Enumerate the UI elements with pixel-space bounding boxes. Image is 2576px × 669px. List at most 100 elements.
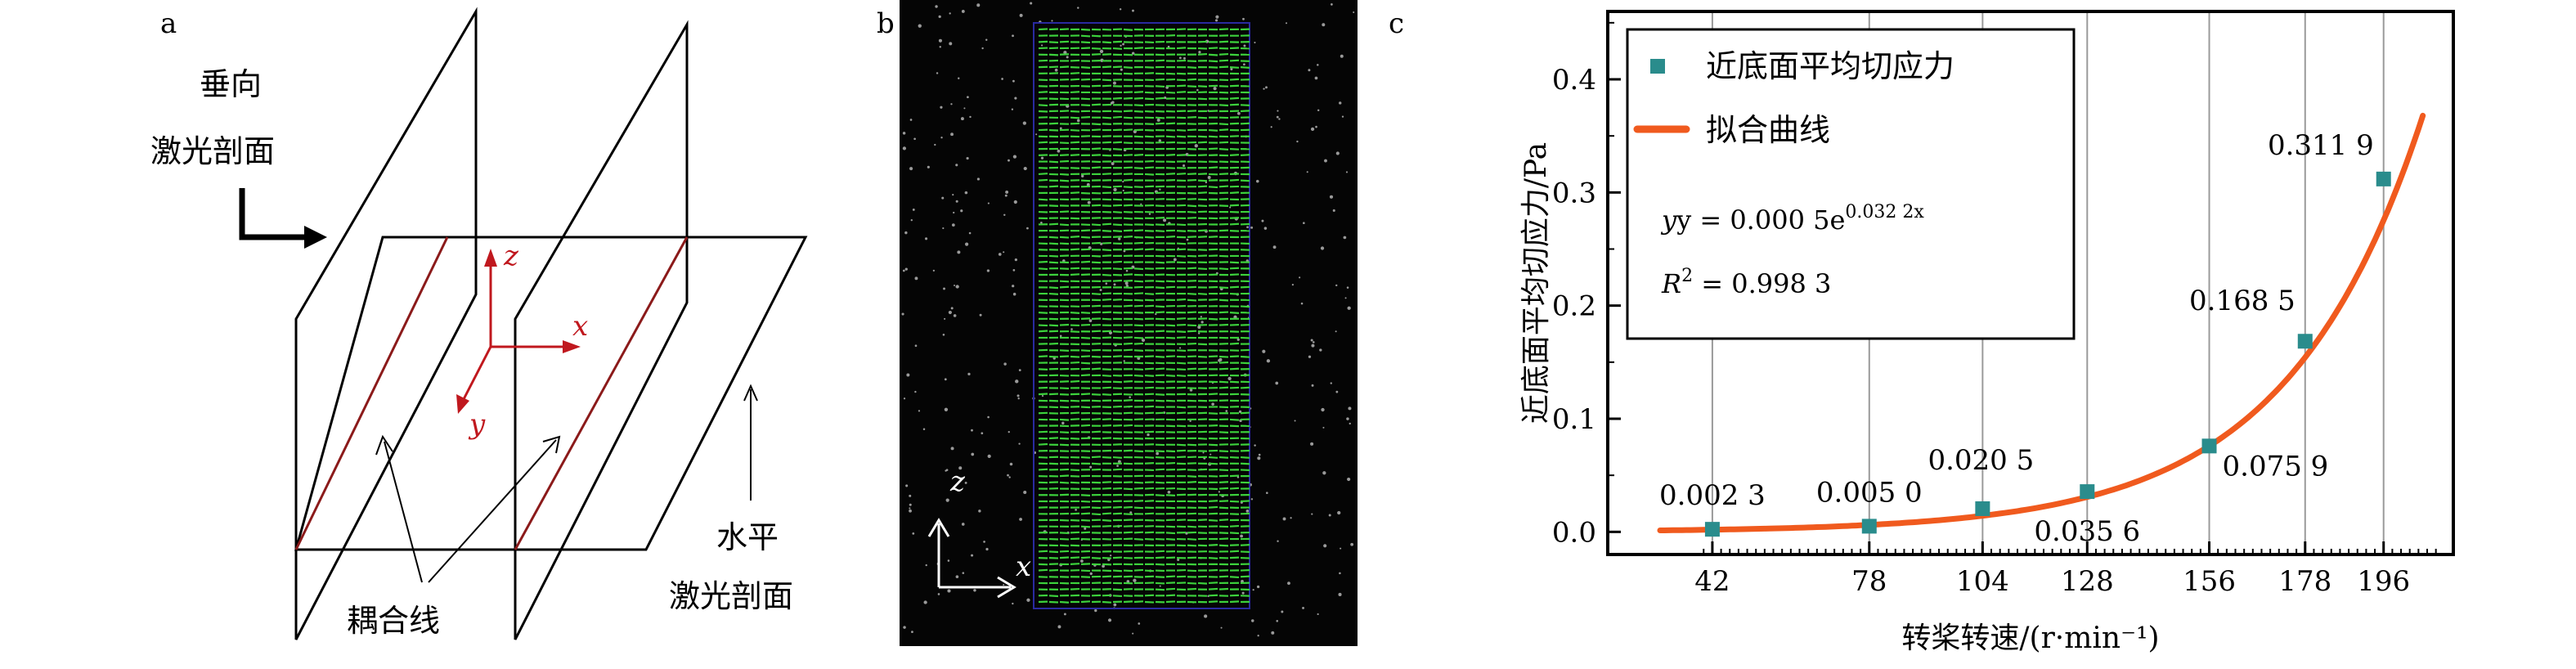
piv-particle (1347, 307, 1350, 310)
piv-vector (1102, 54, 1111, 55)
piv-particle (1113, 82, 1116, 85)
piv-vector (1070, 73, 1079, 74)
piv-particle (1322, 471, 1326, 474)
piv-vector (1060, 237, 1069, 238)
piv-vector (1049, 244, 1058, 245)
piv-vector (1145, 174, 1154, 175)
piv-vector (1092, 224, 1101, 225)
piv-particle (1066, 56, 1069, 58)
piv-particle (940, 106, 942, 109)
piv-vector (1049, 237, 1058, 238)
piv-axis-x-label: x (1016, 550, 1031, 583)
piv-particle (1035, 133, 1037, 135)
piv-particle (1348, 406, 1351, 410)
piv-vector (1102, 86, 1111, 87)
piv-particle (1329, 514, 1331, 517)
piv-vector (1177, 369, 1186, 370)
piv-particle (1023, 122, 1026, 125)
piv-vector (1124, 205, 1133, 206)
piv-vector (1124, 350, 1133, 351)
panel-b-piv-image: b z x (875, 0, 1382, 666)
vertical-laser-sheet-front (296, 11, 476, 640)
piv-particle (1246, 510, 1250, 513)
piv-particle (961, 117, 964, 120)
piv-particle (1317, 110, 1319, 111)
piv-vector (1124, 400, 1133, 401)
piv-vector (1209, 464, 1218, 465)
piv-vector (1092, 419, 1101, 420)
piv-particle (1344, 236, 1347, 240)
piv-vector (1092, 312, 1101, 313)
piv-vector (1230, 526, 1239, 527)
piv-particle (1020, 14, 1023, 17)
piv-vector (1092, 456, 1101, 457)
piv-particle (1342, 115, 1344, 117)
piv-vector (1145, 161, 1154, 162)
axis-z-label: z (503, 240, 519, 272)
piv-vector (1060, 350, 1069, 351)
piv-vector (1124, 55, 1133, 56)
piv-vector (1070, 79, 1079, 80)
piv-vector (1060, 532, 1069, 533)
piv-particle (1017, 394, 1020, 397)
piv-particle (967, 96, 969, 98)
piv-vector (1102, 501, 1111, 502)
piv-vector (1070, 381, 1079, 382)
piv-particle (1132, 633, 1133, 635)
piv-vector (1039, 369, 1048, 370)
piv-vector (1230, 601, 1239, 602)
piv-particle (949, 12, 950, 14)
piv-vector (1124, 67, 1133, 68)
piv-vector (1070, 192, 1079, 193)
piv-vector (1198, 230, 1207, 231)
piv-vector (1070, 130, 1079, 131)
piv-vector (1177, 495, 1186, 496)
piv-particle (947, 589, 950, 592)
piv-vector (1166, 287, 1175, 288)
piv-vector (1219, 538, 1228, 539)
piv-vector (1219, 369, 1228, 370)
piv-particle (978, 510, 981, 512)
piv-particle (1287, 581, 1290, 585)
piv-particle (1157, 119, 1160, 122)
piv-particle (1196, 89, 1199, 92)
panel-a-drawing: a z x y 垂向 激光剖面 水平 激光剖面 耦合线 (0, 0, 875, 666)
piv-particle (1335, 391, 1338, 393)
piv-particle (1108, 618, 1111, 622)
panel-c-letter: c (1389, 7, 1404, 40)
piv-vector (1060, 212, 1069, 213)
piv-vector (1145, 243, 1154, 244)
piv-particle (1254, 42, 1255, 43)
piv-vector (1177, 445, 1186, 446)
piv-vector (1219, 488, 1228, 489)
piv-vector (1113, 526, 1122, 527)
piv-vector (1187, 67, 1196, 68)
legend-label-points: 近底面平均切应力 (1706, 48, 1954, 84)
piv-particle (1041, 44, 1043, 46)
piv-vector (1092, 331, 1101, 332)
piv-vector (1070, 118, 1079, 119)
piv-vector (1219, 325, 1228, 326)
piv-particle (1012, 109, 1013, 110)
piv-particle (1008, 476, 1010, 478)
piv-vector (1060, 602, 1069, 603)
piv-vector (1145, 413, 1154, 414)
piv-vector (1081, 117, 1090, 118)
piv-vector (1156, 401, 1165, 402)
piv-vector (1156, 224, 1165, 225)
piv-particle (1132, 10, 1134, 12)
piv-particle (1041, 157, 1043, 159)
piv-vector (1102, 173, 1111, 174)
piv-vector (1124, 601, 1133, 602)
piv-vector (1145, 457, 1154, 458)
piv-vector (1177, 199, 1186, 200)
piv-particle (1013, 269, 1016, 272)
piv-vector (1081, 48, 1090, 49)
piv-vector (1049, 123, 1058, 124)
piv-vector (1081, 338, 1090, 339)
piv-vector (1166, 527, 1175, 528)
piv-particle (1350, 543, 1353, 546)
piv-particle (1064, 613, 1066, 615)
piv-particle (1114, 283, 1116, 285)
piv-particle (1122, 43, 1124, 46)
